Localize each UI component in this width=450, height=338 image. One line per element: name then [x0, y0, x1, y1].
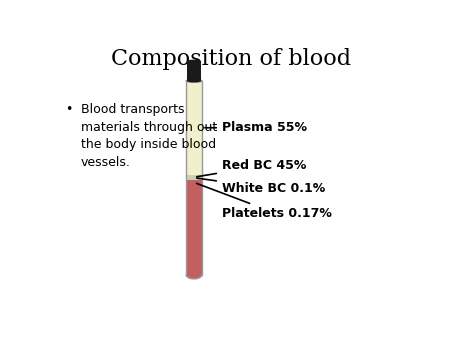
Text: the body inside blood: the body inside blood [81, 139, 216, 151]
Bar [186, 180, 202, 275]
Text: •: • [65, 103, 72, 116]
Text: Composition of blood: Composition of blood [111, 48, 351, 70]
Text: Blood transports: Blood transports [81, 103, 184, 116]
Text: White BC 0.1%: White BC 0.1% [197, 178, 325, 195]
Text: vessels.: vessels. [81, 156, 130, 169]
Ellipse shape [186, 79, 202, 82]
Ellipse shape [186, 271, 202, 279]
Text: Plasma 55%: Plasma 55% [205, 121, 307, 134]
Bar [186, 81, 202, 175]
Bar [187, 62, 201, 81]
Text: Red BC 45%: Red BC 45% [197, 159, 306, 177]
Ellipse shape [187, 79, 201, 82]
Ellipse shape [187, 59, 201, 63]
Text: Platelets 0.17%: Platelets 0.17% [197, 184, 332, 220]
Text: materials through out: materials through out [81, 121, 217, 134]
Bar [186, 175, 202, 180]
